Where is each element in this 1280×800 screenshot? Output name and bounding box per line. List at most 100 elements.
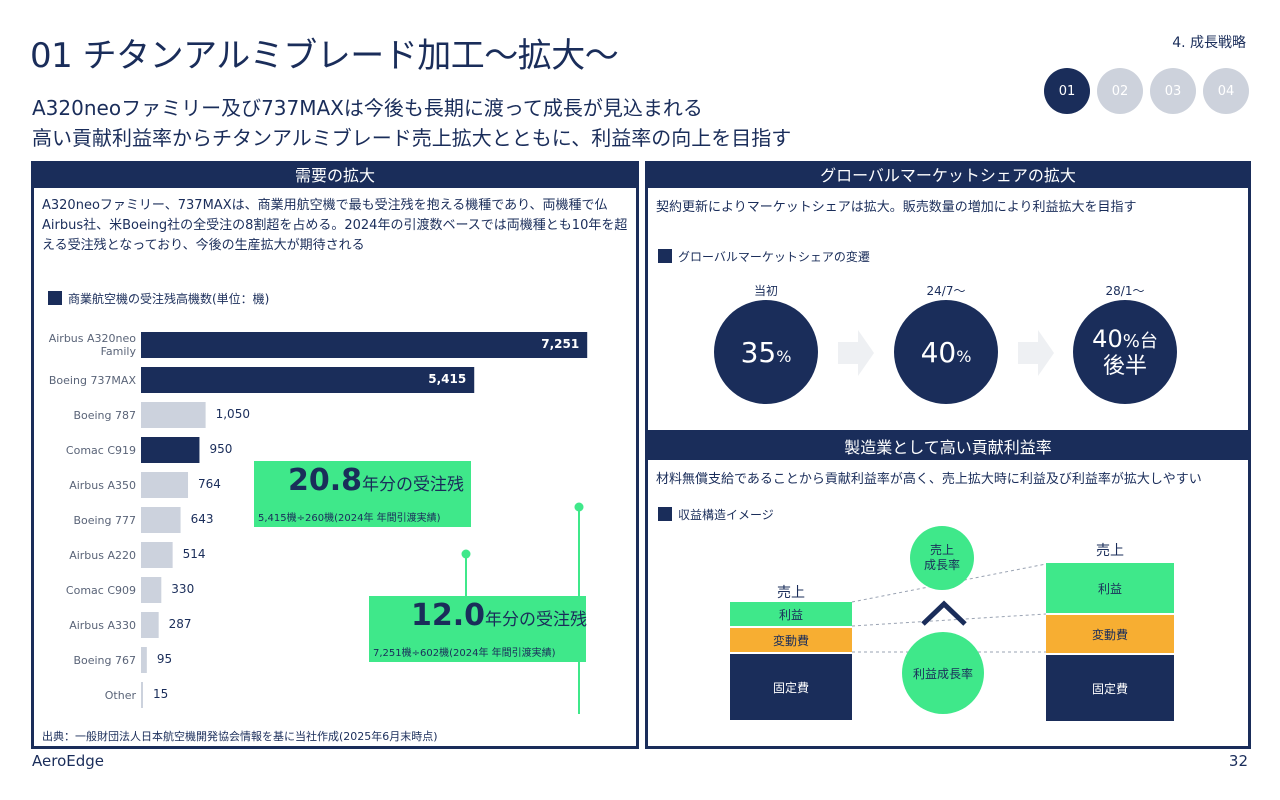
- right-stack-title: 売上: [1096, 543, 1124, 559]
- demand-description: A320neoファミリー、737MAXは、商業用航空機で最も受注残を抱える機種で…: [42, 198, 628, 253]
- callout-737max-years: 20.8: [288, 463, 363, 498]
- bar-category-label: Boeing 767: [73, 653, 136, 667]
- contribution-panel: 製造業として高い貢献利益率 材料無償支給であることから貢献利益率が高く、売上拡大…: [645, 433, 1251, 749]
- page-number: 32: [1228, 752, 1248, 770]
- bar-value-label: 1,050: [215, 407, 250, 421]
- share-circle-2407: 40%: [894, 300, 998, 404]
- bar-category-label: Boeing 787: [73, 408, 136, 422]
- share-initial-unit: %: [776, 346, 792, 366]
- sales-growth-line1: 売上: [929, 543, 954, 557]
- bar-value-label: 330: [171, 582, 195, 596]
- demand-panel-heading: 需要の拡大: [34, 164, 636, 188]
- right-stack-variable: 変動費: [1046, 615, 1174, 653]
- bar-category-label: Airbus A350: [69, 478, 136, 492]
- legend-square-icon: [658, 507, 672, 521]
- bar-value-label: 5,415: [428, 372, 467, 386]
- left-stack-profit: 利益: [730, 602, 852, 626]
- contribution-description: 材料無償支給であることから貢献利益率が高く、売上拡大時に利益及び利益率が拡大しや…: [656, 472, 1202, 487]
- share-2801-value: 40: [1092, 324, 1123, 353]
- subtitle-line-1: A320neoファミリー及び737MAXは今後も長期に渡って成長が見込まれる: [32, 96, 703, 120]
- bar-value-label: 287: [168, 617, 192, 631]
- market-share-description: 契約更新によりマーケットシェアは拡大。販売数量の増加により利益拡大を目指す: [656, 200, 1137, 215]
- right-stack-fixed: 固定費: [1046, 655, 1174, 721]
- bar-value-label: 514: [182, 547, 206, 561]
- profit-growth-circle: 利益成長率: [902, 632, 984, 714]
- bar-category-label: Airbus A330: [69, 618, 136, 632]
- footer-brand: AeroEdge: [32, 752, 104, 770]
- bar-other: [141, 682, 143, 708]
- bar-category-label: Boeing 737MAX: [48, 373, 136, 387]
- right-stack-profit: 利益: [1046, 563, 1174, 613]
- callout-a320neo-detail: 7,251機÷602機(2024年 年間引渡実績): [373, 648, 556, 659]
- share-initial-value: 35: [740, 335, 777, 369]
- bar-value-label: 643: [190, 512, 214, 526]
- arrow-right-icon: [838, 330, 874, 376]
- market-share-heading: グローバルマーケットシェアの拡大: [648, 164, 1248, 188]
- demand-panel: 需要の拡大 A320neoファミリー、737MAXは、商業用航空機で最も受注残を…: [31, 161, 639, 749]
- legend-square-icon: [48, 291, 62, 305]
- connector-dot-737max: [461, 549, 471, 559]
- bar-airbus-a330: [141, 612, 159, 638]
- backlog-legend: 商業航空機の受注残高機数(単位：機): [48, 290, 269, 307]
- bar-category-label: Airbus A320neo Family: [48, 332, 136, 358]
- market-share-legend-label: グローバルマーケットシェアの変遷: [678, 250, 870, 264]
- sales-growth-line2: 成長率: [923, 558, 960, 572]
- bar-category-label: Comac C919: [65, 443, 136, 457]
- bar-category-label: Boeing 777: [73, 513, 136, 527]
- share-circle-initial: 35%: [714, 300, 818, 404]
- share-2407-value: 40: [920, 335, 957, 369]
- market-share-panel: グローバルマーケットシェアの拡大 契約更新によりマーケットシェアは拡大。販売数量…: [645, 161, 1251, 433]
- bar-boeing-787: [141, 402, 206, 428]
- source-note: 出典：一般財団法人日本航空機開発協会情報を基に当社作成(2025年6月末時点): [42, 730, 438, 743]
- share-2801-suffix: 後半: [1102, 353, 1147, 379]
- connector-dot-a320neo: [574, 502, 584, 512]
- callout-a320neo-unit: 年分の受注残: [485, 610, 588, 630]
- bar-value-label: 764: [198, 477, 221, 491]
- nav-step-03[interactable]: 03: [1150, 68, 1196, 114]
- stage-label-2407: 24/7～: [926, 284, 966, 298]
- section-label: 4. 成長戦略: [1172, 35, 1246, 51]
- arrow-right-icon: [1018, 330, 1054, 376]
- bar-airbus-a220: [141, 542, 173, 568]
- bar-value-label: 7,251: [541, 337, 580, 351]
- left-stack-variable: 変動費: [730, 628, 852, 652]
- contribution-heading: 製造業として高い貢献利益率: [648, 436, 1248, 460]
- legend-square-icon: [658, 249, 672, 263]
- structure-legend: 収益構造イメージ: [658, 506, 774, 523]
- bar-value-label: 950: [209, 442, 233, 456]
- market-share-legend: グローバルマーケットシェアの変遷: [658, 248, 870, 265]
- bar-airbus-a350: [141, 472, 189, 498]
- callout-737max-detail: 5,415機÷260機(2024年 年間引渡実績): [258, 513, 441, 524]
- bar-comac-c919: [141, 437, 200, 463]
- bar-comac-c909: [141, 577, 162, 603]
- left-stack-fixed: 固定費: [730, 654, 852, 720]
- backlog-legend-label: 商業航空機の受注残高機数(単位：機): [68, 292, 270, 306]
- share-2407-unit: %: [956, 346, 972, 366]
- nav-step-04[interactable]: 04: [1203, 68, 1249, 114]
- sales-growth-circle: 売上 成長率: [910, 526, 974, 590]
- bar-boeing-767: [141, 647, 147, 673]
- nav-step-01[interactable]: 01: [1044, 68, 1090, 114]
- bar-boeing-777: [141, 507, 181, 533]
- stage-label-initial: 当初: [753, 284, 778, 298]
- callout-a320neo: 12.0年分の受注残 7,251機÷602機(2024年 年間引渡実績): [369, 596, 588, 662]
- bar-value-label: 95: [156, 652, 173, 666]
- bar-category-label: Other: [104, 688, 136, 702]
- share-circle-2801: 40%台 後半: [1073, 300, 1177, 404]
- left-stack-title: 売上: [777, 585, 805, 601]
- caret-up-icon: [921, 600, 967, 626]
- bar-category-label: Airbus A220: [69, 548, 136, 562]
- page-title: 01 チタンアルミブレード加工～拡大～: [30, 36, 619, 76]
- subtitle-line-2: 高い貢献利益率からチタンアルミブレード売上拡大とともに、利益率の向上を目指す: [32, 126, 792, 150]
- structure-legend-label: 収益構造イメージ: [678, 508, 774, 522]
- bar-airbus-a320neo-family: [141, 332, 588, 358]
- bar-value-label: 15: [153, 687, 169, 701]
- stage-label-2801: 28/1～: [1105, 284, 1145, 298]
- callout-737max: 20.8年分の受注残 5,415機÷260機(2024年 年間引渡実績): [254, 461, 471, 527]
- callout-a320neo-years: 12.0: [411, 598, 486, 633]
- nav-step-02[interactable]: 02: [1097, 68, 1143, 114]
- share-2801-unit: %台: [1122, 330, 1158, 352]
- bar-boeing-737max: [141, 367, 475, 393]
- callout-737max-unit: 年分の受注残: [362, 475, 465, 495]
- bar-labels-layer: Airbus A320neo Family 7,251 Boeing 737MAX 5…: [34, 164, 634, 724]
